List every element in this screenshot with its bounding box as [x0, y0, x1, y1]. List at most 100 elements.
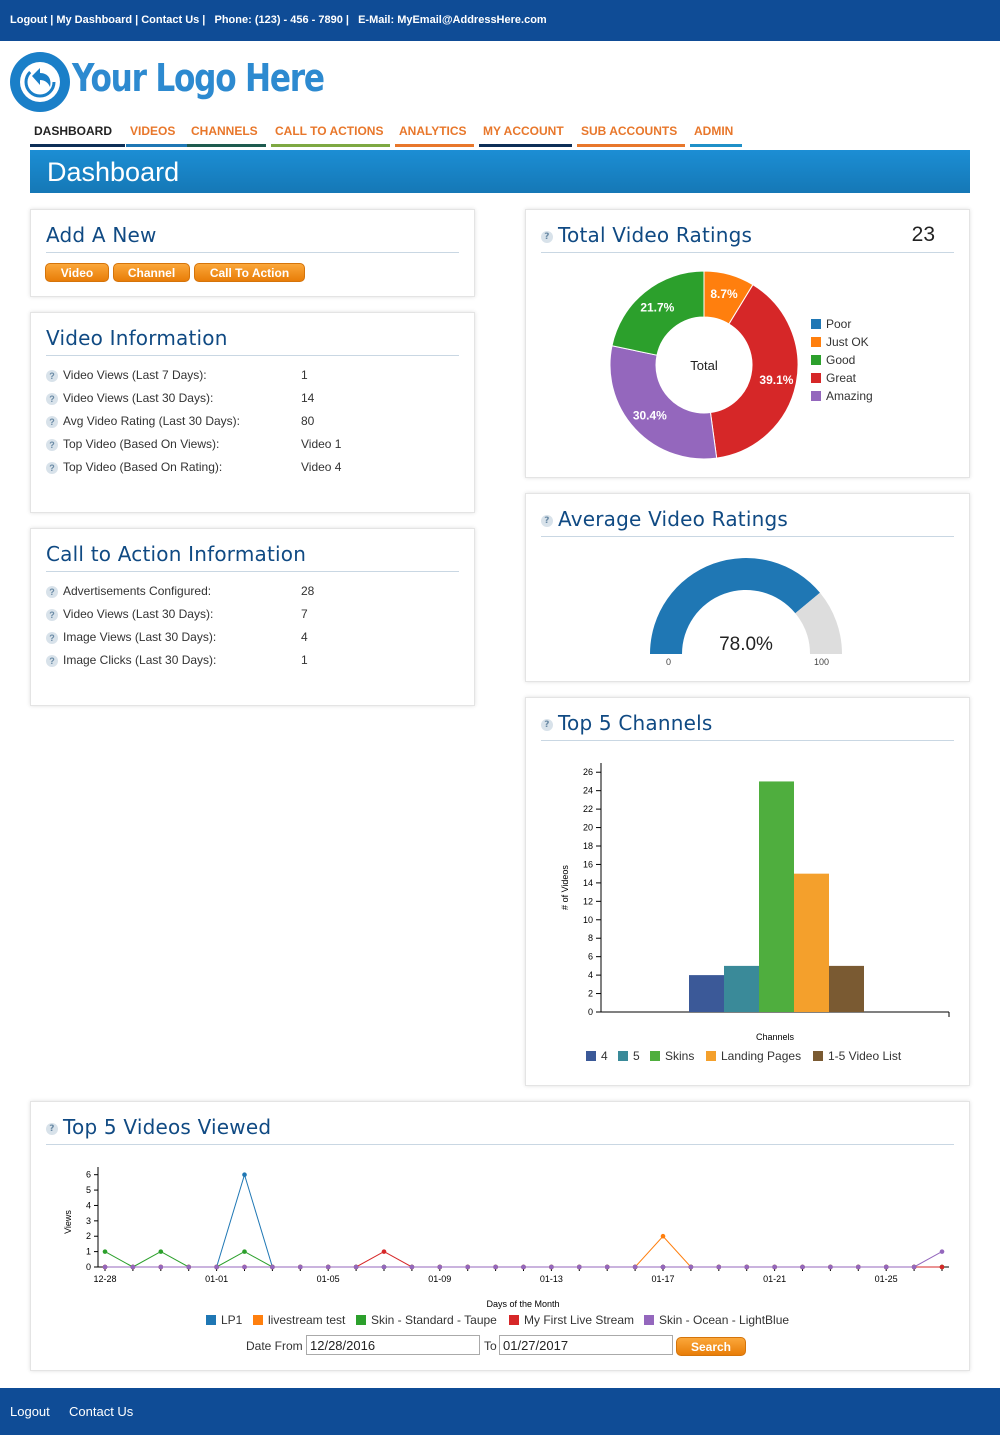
gauge-remaining-arc [795, 592, 842, 654]
video-info-label: Top Video (Based On Views): [63, 437, 220, 451]
cta-info-label: Image Clicks (Last 30 Days): [63, 653, 217, 667]
contact-us-link[interactable]: Contact Us [141, 14, 200, 26]
bar-y-tick-label: 18 [583, 841, 593, 851]
line-point [465, 1264, 471, 1270]
help-icon[interactable]: ? [46, 654, 58, 667]
tab-channels[interactable]: CHANNELS [187, 122, 266, 147]
add-channel-button[interactable]: Channel [113, 263, 190, 282]
search-button[interactable]: Search [676, 1337, 746, 1356]
tab-sub-accounts[interactable]: SUB ACCOUNTS [577, 122, 685, 147]
line-point [939, 1264, 945, 1270]
footer-logout-link[interactable]: Logout [10, 1404, 50, 1419]
page-title: Dashboard [47, 157, 180, 187]
bar-legend-item[interactable]: 5 [618, 1049, 640, 1063]
bar-legend-item[interactable]: 1-5 Video List [813, 1049, 901, 1063]
line-legend-item[interactable]: livestream test [253, 1313, 345, 1327]
help-icon[interactable]: ? [46, 1122, 58, 1135]
line-legend-item[interactable]: LP1 [206, 1313, 242, 1327]
line-point [772, 1264, 777, 1270]
line-point [409, 1264, 415, 1270]
video-info-value: Video 1 [301, 437, 342, 451]
average-video-ratings-title: Average Video Ratings [558, 507, 788, 531]
bar-5 [724, 965, 759, 1012]
help-icon[interactable]: ? [541, 718, 553, 731]
line-point [883, 1264, 889, 1270]
bar-y-tick-label: 10 [583, 915, 593, 925]
donut-legend-item[interactable]: Good [811, 353, 855, 367]
line-y-tick-label: 6 [86, 1170, 91, 1180]
legend-swatch [811, 391, 821, 401]
line-y-tick-label: 2 [86, 1231, 91, 1241]
total-ratings-count: 23 [911, 223, 935, 246]
tab-videos[interactable]: VIDEOS [126, 122, 212, 147]
tab-analytics[interactable]: ANALYTICS [395, 122, 474, 147]
line-point [744, 1264, 749, 1270]
video-info-row: ? Video Views (Last 7 Days): 1 [46, 368, 308, 382]
my-dashboard-link[interactable]: My Dashboard [56, 14, 133, 26]
bar-legend-item[interactable]: 4 [586, 1049, 608, 1063]
cta-info-row: ? Image Views (Last 30 Days): 4 [46, 630, 308, 644]
add-call-to-action-button[interactable]: Call To Action [194, 263, 305, 282]
help-icon[interactable]: ? [46, 585, 58, 598]
line-legend-item[interactable]: Skin - Ocean - LightBlue [644, 1313, 789, 1327]
bar-legend-item[interactable]: Skins [650, 1049, 694, 1063]
cta-info-label: Video Views (Last 30 Days): [63, 607, 214, 621]
help-icon[interactable]: ? [541, 514, 553, 527]
donut-legend-item[interactable]: Just OK [811, 335, 869, 349]
logout-link[interactable]: Logout [10, 14, 48, 26]
help-icon[interactable]: ? [46, 392, 58, 405]
bar-legend-item[interactable]: Landing Pages [706, 1049, 801, 1063]
help-icon[interactable]: ? [46, 369, 58, 382]
add-video-button[interactable]: Video [45, 263, 109, 282]
bar-y-tick-label: 4 [588, 970, 593, 980]
line-point [242, 1172, 247, 1177]
video-info-row: ? Video Views (Last 30 Days): 14 [46, 391, 314, 405]
help-icon[interactable]: ? [46, 415, 58, 428]
cta-information-title: Call to Action Information [46, 542, 307, 566]
bar-y-tick-label: 20 [583, 823, 593, 833]
line-legend-item[interactable]: Skin - Standard - Taupe [356, 1313, 497, 1327]
line-point [549, 1264, 554, 1270]
top-links: Logout | My Dashboard | Contact Us | Phone: (… [10, 14, 547, 26]
line-point [102, 1264, 108, 1270]
footer: Logout Contact Us [0, 1388, 1000, 1435]
top-bar: Logout | My Dashboard | Contact Us | Phone: (… [0, 0, 1000, 41]
line-point [437, 1264, 443, 1270]
help-icon[interactable]: ? [46, 438, 58, 451]
bar-y-tick-label: 26 [583, 767, 593, 777]
tab-my-account[interactable]: MY ACCOUNT [479, 122, 572, 147]
tab-call-to-actions[interactable]: CALL TO ACTIONS [271, 122, 390, 147]
line-y-axis-label: Views [63, 1210, 73, 1234]
legend-label: Skins [665, 1049, 695, 1063]
legend-label: Landing Pages [721, 1049, 802, 1063]
date-from-input[interactable] [306, 1335, 480, 1355]
date-to-input[interactable] [499, 1335, 673, 1355]
legend-swatch [706, 1051, 716, 1061]
donut-legend-item[interactable]: Poor [811, 317, 851, 331]
logo[interactable]: Your Logo Here [10, 52, 330, 114]
help-icon[interactable]: ? [46, 461, 58, 474]
line-series-skin-standard-taupe [104, 1251, 942, 1268]
video-info-row: ? Avg Video Rating (Last 30 Days): 80 [46, 414, 314, 428]
donut-slice-label: 21.7% [640, 301, 674, 315]
cta-info-value: 28 [301, 584, 315, 598]
help-icon[interactable]: ? [46, 608, 58, 621]
legend-label: My First Live Stream [524, 1313, 635, 1327]
line-point [158, 1264, 164, 1270]
donut-legend-item[interactable]: Amazing [811, 389, 873, 403]
donut-slice-label: 30.4% [633, 408, 667, 422]
line-point [242, 1249, 247, 1254]
line-x-tick-label: 01-17 [651, 1274, 674, 1284]
cta-information-panel: Call to Action Information ? Advertisemen… [30, 528, 475, 706]
line-legend-item[interactable]: My First Live Stream [509, 1313, 634, 1327]
donut-legend-item[interactable]: Great [811, 371, 856, 385]
help-icon[interactable]: ? [46, 631, 58, 644]
date-to-label: To [484, 1339, 497, 1353]
tab-dashboard[interactable]: DASHBOARD [30, 122, 125, 147]
donut-slice-label: 39.1% [759, 373, 793, 387]
help-icon[interactable]: ? [541, 230, 553, 243]
bar-y-tick-label: 2 [588, 989, 593, 999]
footer-contact-us-link[interactable]: Contact Us [69, 1404, 134, 1419]
video-info-label: Avg Video Rating (Last 30 Days): [63, 414, 240, 428]
tab-admin[interactable]: ADMIN [690, 122, 742, 147]
